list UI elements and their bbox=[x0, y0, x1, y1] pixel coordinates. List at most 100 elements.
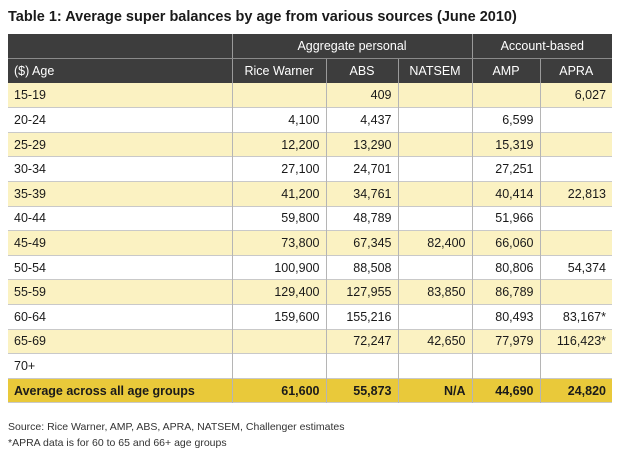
table-row: 25-29 12,200 13,290 15,319 bbox=[8, 132, 613, 157]
cell-rice-warner: 41,200 bbox=[231, 181, 326, 207]
table-row: 60-64 159,600 155,216 80,493 83,167* bbox=[8, 304, 613, 330]
cell-rice-warner: 27,100 bbox=[231, 156, 326, 182]
cell-amp: 15,319 bbox=[471, 132, 540, 157]
cell-apra bbox=[539, 132, 613, 157]
cell-rice-warner bbox=[231, 353, 326, 379]
cell-apra: 54,374 bbox=[539, 255, 613, 280]
table-row: 55-59 129,400 127,955 83,850 86,789 bbox=[8, 279, 613, 305]
col-header-rice-warner: Rice Warner bbox=[231, 58, 326, 84]
cell-age: 45-49 bbox=[8, 230, 232, 256]
average-amp: 44,690 bbox=[471, 378, 540, 403]
cell-apra bbox=[539, 353, 613, 379]
cell-amp: 40,414 bbox=[471, 181, 540, 207]
cell-natsem: 82,400 bbox=[397, 230, 472, 256]
cell-natsem bbox=[397, 132, 472, 157]
cell-natsem bbox=[397, 83, 472, 108]
table-row: 30-34 27,100 24,701 27,251 bbox=[8, 156, 613, 182]
cell-apra bbox=[539, 279, 613, 305]
cell-apra: 116,423* bbox=[539, 329, 613, 354]
cell-apra: 6,027 bbox=[539, 83, 613, 108]
cell-natsem bbox=[397, 206, 472, 231]
cell-age: 55-59 bbox=[8, 279, 232, 305]
cell-age: 60-64 bbox=[8, 304, 232, 330]
table-row: 45-49 73,800 67,345 82,400 66,060 bbox=[8, 230, 613, 256]
cell-rice-warner: 129,400 bbox=[231, 279, 326, 305]
col-header-amp: AMP bbox=[471, 58, 540, 84]
cell-apra bbox=[539, 107, 613, 133]
cell-amp: 6,599 bbox=[471, 107, 540, 133]
cell-rice-warner: 12,200 bbox=[231, 132, 326, 157]
cell-rice-warner: 73,800 bbox=[231, 230, 326, 256]
table-row: 15-19 409 6,027 bbox=[8, 83, 613, 108]
table-row: 40-44 59,800 48,789 51,966 bbox=[8, 206, 613, 231]
cell-age: 20-24 bbox=[8, 107, 232, 133]
average-natsem: N/A bbox=[397, 378, 472, 403]
super-balances-table: Aggregate personal Account-based ($) Age… bbox=[8, 34, 613, 403]
average-rice-warner: 61,600 bbox=[231, 378, 326, 403]
table-row: 20-24 4,100 4,437 6,599 bbox=[8, 107, 613, 133]
cell-rice-warner: 100,900 bbox=[231, 255, 326, 280]
cell-apra bbox=[539, 206, 613, 231]
cell-rice-warner: 159,600 bbox=[231, 304, 326, 330]
cell-amp: 27,251 bbox=[471, 156, 540, 182]
cell-amp bbox=[471, 83, 540, 108]
cell-age: 70+ bbox=[8, 353, 232, 379]
cell-abs: 24,701 bbox=[325, 156, 398, 182]
table-row: 50-54 100,900 88,508 80,806 54,374 bbox=[8, 255, 613, 280]
table-row: 65-69 72,247 42,650 77,979 116,423* bbox=[8, 329, 613, 354]
cell-abs: 72,247 bbox=[325, 329, 398, 354]
cell-abs: 88,508 bbox=[325, 255, 398, 280]
cell-natsem bbox=[397, 181, 472, 207]
average-abs: 55,873 bbox=[325, 378, 398, 403]
cell-amp bbox=[471, 353, 540, 379]
cell-amp: 80,493 bbox=[471, 304, 540, 330]
cell-abs: 155,216 bbox=[325, 304, 398, 330]
column-header-row: ($) Age Rice Warner ABS NATSEM AMP APRA bbox=[8, 58, 613, 84]
cell-age: 50-54 bbox=[8, 255, 232, 280]
col-header-age: ($) Age bbox=[8, 58, 232, 84]
cell-age: 30-34 bbox=[8, 156, 232, 182]
cell-apra bbox=[539, 156, 613, 182]
cell-natsem bbox=[397, 304, 472, 330]
cell-age: 40-44 bbox=[8, 206, 232, 231]
cell-natsem bbox=[397, 255, 472, 280]
cell-age: 35-39 bbox=[8, 181, 232, 207]
cell-natsem bbox=[397, 156, 472, 182]
cell-age: 25-29 bbox=[8, 132, 232, 157]
cell-amp: 77,979 bbox=[471, 329, 540, 354]
cell-natsem: 42,650 bbox=[397, 329, 472, 354]
cell-apra: 22,813 bbox=[539, 181, 613, 207]
table-row: 35-39 41,200 34,761 40,414 22,813 bbox=[8, 181, 613, 207]
cell-age: 65-69 bbox=[8, 329, 232, 354]
cell-abs: 67,345 bbox=[325, 230, 398, 256]
cell-amp: 66,060 bbox=[471, 230, 540, 256]
cell-amp: 86,789 bbox=[471, 279, 540, 305]
cell-rice-warner: 4,100 bbox=[231, 107, 326, 133]
cell-abs: 409 bbox=[325, 83, 398, 108]
cell-abs: 4,437 bbox=[325, 107, 398, 133]
cell-apra bbox=[539, 230, 613, 256]
cell-amp: 51,966 bbox=[471, 206, 540, 231]
cell-natsem bbox=[397, 107, 472, 133]
cell-abs: 48,789 bbox=[325, 206, 398, 231]
col-header-natsem: NATSEM bbox=[397, 58, 472, 84]
group-header-row: Aggregate personal Account-based bbox=[8, 34, 613, 60]
cell-abs: 13,290 bbox=[325, 132, 398, 157]
average-label: Average across all age groups bbox=[8, 378, 232, 403]
col-header-abs: ABS bbox=[325, 58, 398, 84]
cell-natsem bbox=[397, 353, 472, 379]
average-row: Average across all age groups 61,600 55,… bbox=[8, 378, 613, 403]
cell-rice-warner bbox=[231, 83, 326, 108]
average-apra: 24,820 bbox=[539, 378, 613, 403]
cell-natsem: 83,850 bbox=[397, 279, 472, 305]
cell-age: 15-19 bbox=[8, 83, 232, 108]
table-body: 15-19 409 6,027 20-24 4,100 4,437 6,599 25-29 12… bbox=[8, 83, 613, 403]
col-header-apra: APRA bbox=[539, 58, 613, 84]
group-header-empty bbox=[8, 34, 232, 60]
group-header-aggregate: Aggregate personal bbox=[231, 34, 472, 60]
cell-rice-warner: 59,800 bbox=[231, 206, 326, 231]
footnote: *APRA data is for 60 to 65 and 66+ age g… bbox=[8, 437, 227, 449]
table-title: Table 1: Average super balances by age f… bbox=[8, 9, 517, 25]
table-row: 70+ bbox=[8, 353, 613, 379]
cell-apra: 83,167* bbox=[539, 304, 613, 330]
